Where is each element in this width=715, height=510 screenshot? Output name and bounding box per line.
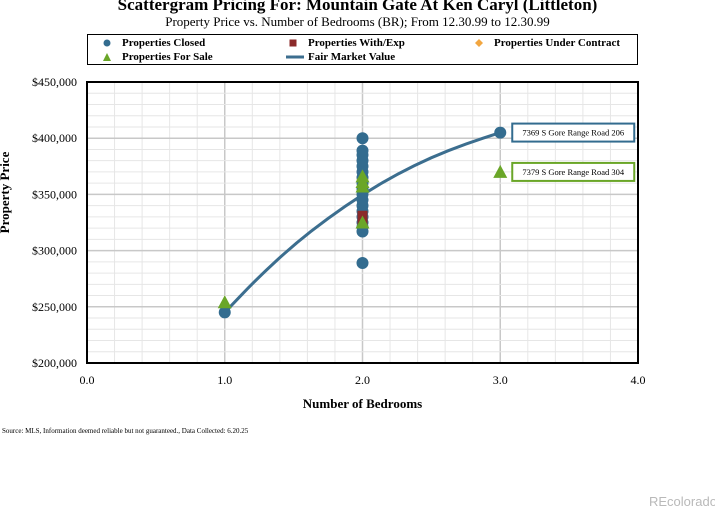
y-tick-label: $350,000 (32, 187, 77, 201)
y-tick-label: $200,000 (32, 356, 77, 370)
annotation-label: 7379 S Gore Range Road 304 (522, 167, 625, 177)
legend-circle-marker (103, 39, 111, 47)
legend-label-properties-closed: Properties Closed (122, 37, 206, 49)
legend-label-fair-market-value: Fair Market Value (308, 51, 396, 63)
for-sale-point (217, 295, 232, 309)
closed-point (356, 256, 369, 269)
legend-label-properties-under-contract: Properties Under Contract (494, 37, 621, 49)
for-sale-point (355, 169, 370, 183)
annotation-label: 7369 S Gore Range Road 206 (522, 128, 624, 138)
y-tick-label: $250,000 (32, 300, 77, 314)
chart-legend: Properties Closed Properties With/Exp Pr… (87, 34, 638, 65)
legend-line-marker (286, 55, 304, 59)
y-tick-label: $450,000 (32, 75, 77, 89)
closed-point (356, 144, 369, 157)
x-tick-label: 3.0 (493, 373, 508, 387)
annotation-box (511, 161, 636, 182)
y-axis-title: Property Price (0, 151, 12, 233)
closed-point (218, 306, 231, 319)
x-tick-label: 1.0 (217, 373, 232, 387)
legend-label-properties-for-sale: Properties For Sale (122, 51, 213, 63)
x-tick-label: 2.0 (355, 373, 370, 387)
x-tick-label: 0.0 (80, 373, 95, 387)
legend-triangle-marker (103, 53, 111, 61)
legend-square-marker (289, 39, 297, 47)
plot-border (86, 81, 639, 364)
watermark: REcolorado (649, 494, 715, 509)
for-sale-point (355, 215, 370, 229)
source-note: Source: MLS, Information deemed reliable… (2, 427, 249, 435)
chart-subtitle: Property Price vs. Number of Bedrooms (B… (165, 14, 550, 29)
y-tick-label: $300,000 (32, 244, 77, 258)
x-axis-title: Number of Bedrooms (303, 396, 422, 411)
closed-point (356, 132, 369, 145)
y-tick-label: $400,000 (32, 131, 77, 145)
x-tick-label: 4.0 (631, 373, 646, 387)
scatter-chart: 7369 S Gore Range Road 206 7379 S Gore Ra… (0, 75, 646, 411)
for-sale-point (493, 164, 508, 178)
annotation-box (511, 122, 636, 143)
chart-title: Scattergram Pricing For: Mountain Gate A… (117, 0, 598, 14)
closed-point (494, 126, 507, 139)
legend-diamond-marker (475, 39, 483, 47)
legend-label-properties-with-exp: Properties With/Exp (308, 37, 405, 49)
